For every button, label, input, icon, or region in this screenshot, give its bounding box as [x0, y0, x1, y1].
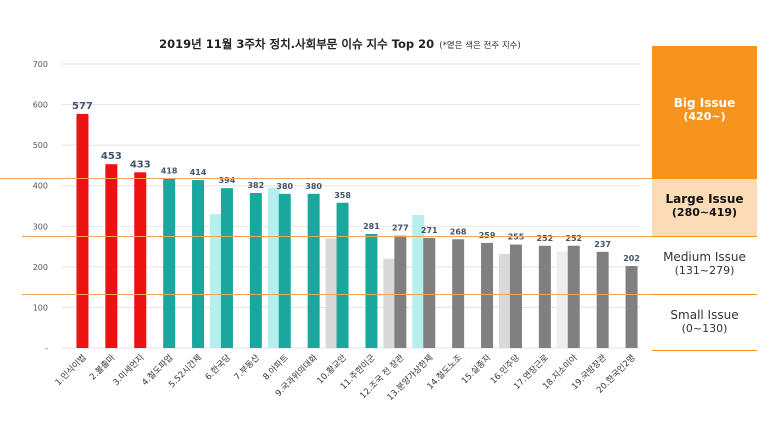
- prev-bar: [412, 214, 425, 348]
- bar: [105, 164, 118, 348]
- legend-panel-name: Medium Issue: [663, 250, 746, 264]
- data-label: 277: [392, 224, 409, 233]
- data-label: 268: [450, 227, 467, 236]
- bar: [163, 178, 176, 348]
- prev-bar: [556, 251, 569, 348]
- threshold-line-large: [22, 236, 652, 237]
- y-tick-label: 500: [33, 141, 48, 150]
- data-label: 414: [190, 168, 207, 177]
- data-label: 433: [130, 159, 151, 170]
- bar: [307, 193, 320, 348]
- prev-bar: [209, 214, 222, 348]
- bar: [625, 266, 638, 348]
- panel-separator: [652, 178, 757, 179]
- data-label: 577: [72, 101, 93, 112]
- y-tick-label: 100: [33, 303, 48, 312]
- data-label: 281: [363, 222, 380, 231]
- legend-panel-range: (420~): [683, 110, 726, 123]
- chart-title: 2019년 11월 3주차 정치.사회부문 이슈 지수 Top 20 (*옅은 …: [60, 33, 620, 52]
- data-label: 271: [421, 226, 438, 235]
- bar: [192, 180, 205, 348]
- bar: [249, 193, 262, 348]
- data-label: 453: [101, 151, 122, 162]
- legend-panel-small-issue: Small Issue (0~130): [652, 294, 757, 350]
- data-label: 382: [247, 181, 264, 190]
- y-tick-label: 200: [33, 263, 48, 272]
- data-label: 202: [623, 254, 640, 263]
- bar: [509, 244, 522, 348]
- bar: [76, 113, 89, 348]
- category-label: 7.부동산: [232, 352, 262, 382]
- data-label: 255: [508, 233, 525, 242]
- prev-bar: [267, 187, 280, 348]
- legend-panel-range: (280~419): [671, 206, 738, 219]
- data-label: 259: [479, 231, 496, 240]
- legend-panel-large-issue: Large Issue (280~419): [652, 178, 757, 236]
- bar: [481, 242, 494, 348]
- bar: [596, 251, 609, 348]
- data-label: 394: [219, 176, 236, 185]
- bar: [365, 233, 378, 348]
- panel-separator: [652, 236, 757, 237]
- bar: [134, 172, 147, 348]
- data-label: 380: [276, 182, 293, 191]
- legend-panel-name: Big Issue: [673, 96, 736, 110]
- bar: [452, 239, 465, 348]
- y-tick-label: -: [45, 344, 48, 353]
- bar: [423, 238, 436, 348]
- data-label: 237: [594, 240, 611, 249]
- panel-separator: [652, 294, 757, 295]
- legend-panel-range: (0~130): [681, 322, 728, 335]
- data-label: 380: [305, 182, 322, 191]
- legend-panel-medium-issue: Medium Issue (131~279): [652, 236, 757, 294]
- data-label: 252: [565, 234, 582, 243]
- y-tick-label: 300: [33, 222, 48, 231]
- threshold-line-medium: [22, 294, 652, 295]
- bar: [336, 202, 349, 348]
- prev-bar: [383, 258, 396, 348]
- chart-title-note: (*옅은 색은 전주 지수): [439, 41, 521, 51]
- data-label: 418: [161, 166, 178, 175]
- prev-bar: [498, 253, 511, 348]
- chart-title-text: 2019년 11월 3주차 정치.사회부문 이슈 지수 Top 20: [159, 37, 435, 51]
- legend-panel-name: Small Issue: [670, 308, 739, 322]
- data-label: 358: [334, 191, 351, 200]
- category-label: 1.민식이법: [53, 352, 89, 388]
- prev-bar: [325, 238, 338, 348]
- legend-panel-name: Large Issue: [665, 192, 744, 206]
- threshold-line-big: [0, 178, 652, 179]
- legend-panel-range: (131~279): [674, 264, 735, 277]
- y-tick-label: 700: [33, 60, 48, 69]
- data-label: 252: [536, 234, 553, 243]
- bar: [394, 235, 407, 348]
- y-tick-label: 600: [33, 101, 48, 110]
- bar: [538, 245, 551, 348]
- y-tick-label: 400: [33, 182, 48, 191]
- legend-panel-big-issue: Big Issue (420~): [652, 46, 757, 178]
- category-label: 15.실종자: [459, 352, 493, 386]
- category-label: 6.한국당: [203, 352, 233, 382]
- bar: [220, 188, 233, 348]
- bar: [567, 245, 580, 348]
- panel-separator: [652, 350, 757, 351]
- bar: [278, 193, 291, 348]
